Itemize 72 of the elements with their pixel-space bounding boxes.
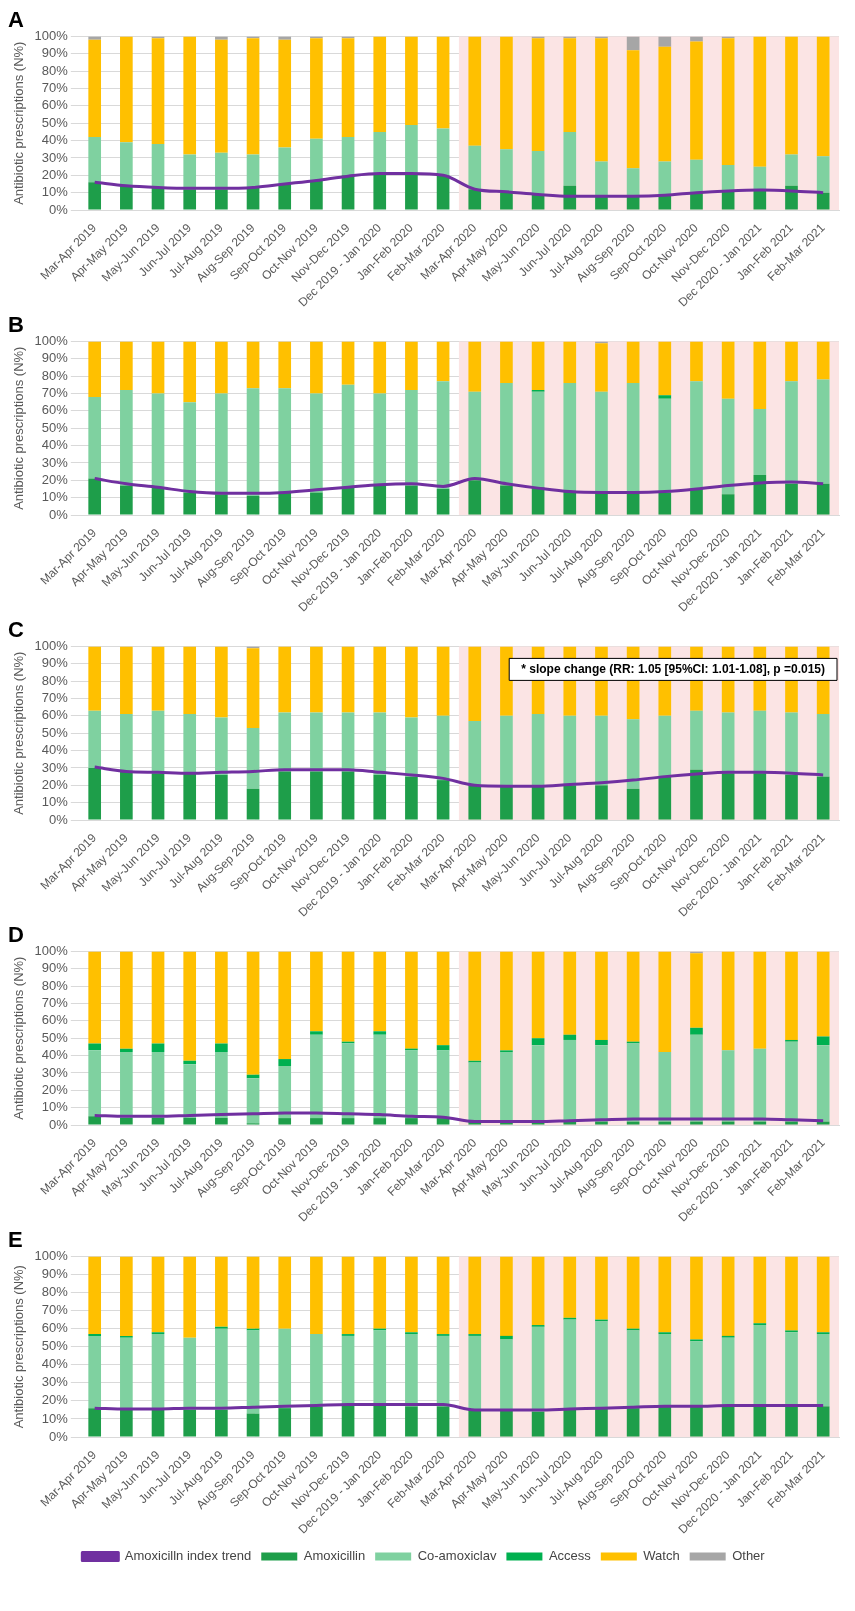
- y-tick-label: 50%: [41, 1029, 69, 1045]
- y-tick-label: 50%: [41, 1338, 69, 1354]
- y-tick-label: 50%: [41, 419, 69, 435]
- y-tick-label: 90%: [41, 1266, 69, 1282]
- y-tick-label: 30%: [41, 1374, 69, 1390]
- y-tick-label: 100%: [34, 1247, 69, 1263]
- y-tick-label: 70%: [41, 385, 69, 401]
- y-tick-label: 100%: [34, 637, 69, 653]
- y-tick-label: 80%: [41, 672, 69, 688]
- y-axis-title: Antibiotic prescriptions (N%): [11, 956, 27, 1120]
- y-tick-label: 40%: [41, 1356, 69, 1372]
- y-tick-label: 50%: [41, 724, 69, 740]
- y-tick-label: 30%: [41, 149, 69, 165]
- y-tick-label: 30%: [41, 454, 69, 470]
- y-tick-label: 70%: [41, 995, 69, 1011]
- y-tick-label: 70%: [41, 1302, 69, 1318]
- legend-label: Co-amoxiclav: [417, 1548, 497, 1564]
- y-tick-label: 80%: [41, 1284, 69, 1300]
- y-axis-title: Antibiotic prescriptions (N%): [11, 346, 27, 510]
- y-tick-label: 100%: [34, 942, 69, 958]
- y-tick-label: 10%: [41, 1099, 69, 1115]
- y-tick-label: 0%: [49, 811, 69, 827]
- y-tick-label: 20%: [41, 1392, 69, 1408]
- y-tick-label: 30%: [41, 1064, 69, 1080]
- y-tick-label: 10%: [41, 184, 69, 200]
- y-tick-label: 20%: [41, 166, 69, 182]
- y-tick-label: 0%: [49, 506, 69, 522]
- legend-label: Amoxicilln index trend: [124, 1548, 252, 1564]
- y-tick-label: 40%: [41, 742, 69, 758]
- annotation: * slope change (RR: 1.05 [95%CI: 1.01-1.08], p =0.015): [521, 661, 826, 676]
- y-tick-label: 10%: [41, 1410, 69, 1426]
- y-tick-label: 40%: [41, 132, 69, 148]
- y-tick-label: 80%: [41, 367, 69, 383]
- y-tick-label: 10%: [41, 489, 69, 505]
- y-tick-label: 100%: [34, 27, 69, 43]
- y-tick-label: 0%: [49, 1116, 69, 1132]
- y-tick-label: 40%: [41, 437, 69, 453]
- y-tick-label: 60%: [41, 1320, 69, 1336]
- y-tick-label: 60%: [41, 402, 69, 418]
- chart-title: E: [8, 1227, 23, 1253]
- y-tick-label: 90%: [41, 960, 69, 976]
- y-tick-label: 20%: [41, 471, 69, 487]
- legend-label: Access: [548, 1548, 592, 1564]
- y-tick-label: 30%: [41, 759, 69, 775]
- y-tick-label: 40%: [41, 1047, 69, 1063]
- y-tick-label: 60%: [41, 707, 69, 723]
- y-tick-label: 60%: [41, 1012, 69, 1028]
- y-axis-title: Antibiotic prescriptions (N%): [11, 41, 27, 205]
- y-tick-label: 20%: [41, 776, 69, 792]
- y-tick-label: 70%: [41, 690, 69, 706]
- y-tick-label: 100%: [34, 332, 69, 348]
- y-tick-label: 20%: [41, 1081, 69, 1097]
- y-tick-label: 90%: [41, 350, 69, 366]
- y-axis-title: Antibiotic prescriptions (N%): [11, 651, 27, 815]
- chart-title: D: [8, 922, 24, 948]
- y-tick-label: 0%: [49, 1428, 69, 1444]
- chart-title: C: [8, 617, 24, 643]
- y-tick-label: 10%: [41, 794, 69, 810]
- y-tick-label: 90%: [41, 655, 69, 671]
- y-tick-label: 70%: [41, 80, 69, 96]
- legend-label: Amoxicillin: [303, 1548, 366, 1564]
- y-tick-label: 60%: [41, 97, 69, 113]
- legend-label: Other: [732, 1548, 766, 1564]
- y-tick-label: 90%: [41, 45, 69, 61]
- y-tick-label: 80%: [41, 977, 69, 993]
- y-tick-label: 80%: [41, 62, 69, 78]
- y-axis-title: Antibiotic prescriptions (N%): [11, 1265, 27, 1429]
- y-tick-label: 50%: [41, 114, 69, 130]
- chart-title: B: [8, 312, 24, 338]
- chart-title: A: [8, 7, 24, 33]
- y-tick-label: 0%: [49, 201, 69, 217]
- legend-label: Watch: [643, 1548, 680, 1564]
